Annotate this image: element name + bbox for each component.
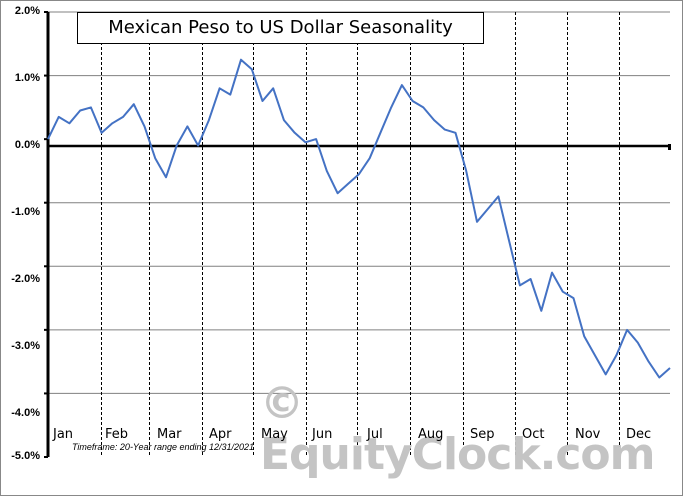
month-label-feb: Feb xyxy=(105,427,129,442)
month-label-sep: Sep xyxy=(470,427,495,442)
month-label-jun: Jun xyxy=(312,427,333,442)
chart-title: Mexican Peso to US Dollar Seasonality xyxy=(77,12,484,44)
month-label-jul: Jul xyxy=(367,427,383,442)
month-label-nov: Nov xyxy=(575,427,601,442)
y-label: -4.0% xyxy=(11,407,40,419)
gridlines xyxy=(48,11,670,394)
month-label-dec: Dec xyxy=(626,427,652,442)
y-label: -1.0% xyxy=(11,206,40,218)
y-label: -2.0% xyxy=(11,273,40,285)
month-dividers xyxy=(101,12,620,457)
watermark: © EquityClock.com xyxy=(260,378,656,480)
y-label: 2.0% xyxy=(14,5,40,17)
y-axis-ticks xyxy=(44,11,48,458)
month-label-jan: Jan xyxy=(53,427,74,442)
y-label: 0.0% xyxy=(14,139,40,151)
month-label-may: May xyxy=(261,427,288,442)
zero-line-end xyxy=(668,144,671,150)
y-label: -3.0% xyxy=(11,340,40,352)
month-label-apr: Apr xyxy=(209,427,232,442)
month-label-aug: Aug xyxy=(418,427,444,442)
month-label-oct: Oct xyxy=(522,427,545,442)
month-label-mar: Mar xyxy=(157,427,182,442)
y-label: 1.0% xyxy=(14,72,40,84)
timeframe-footnote: Timeframe: 20-Year range ending 12/31/20… xyxy=(72,442,255,452)
seasonal-line-series xyxy=(47,58,671,379)
y-label: -5.0% xyxy=(11,450,40,462)
